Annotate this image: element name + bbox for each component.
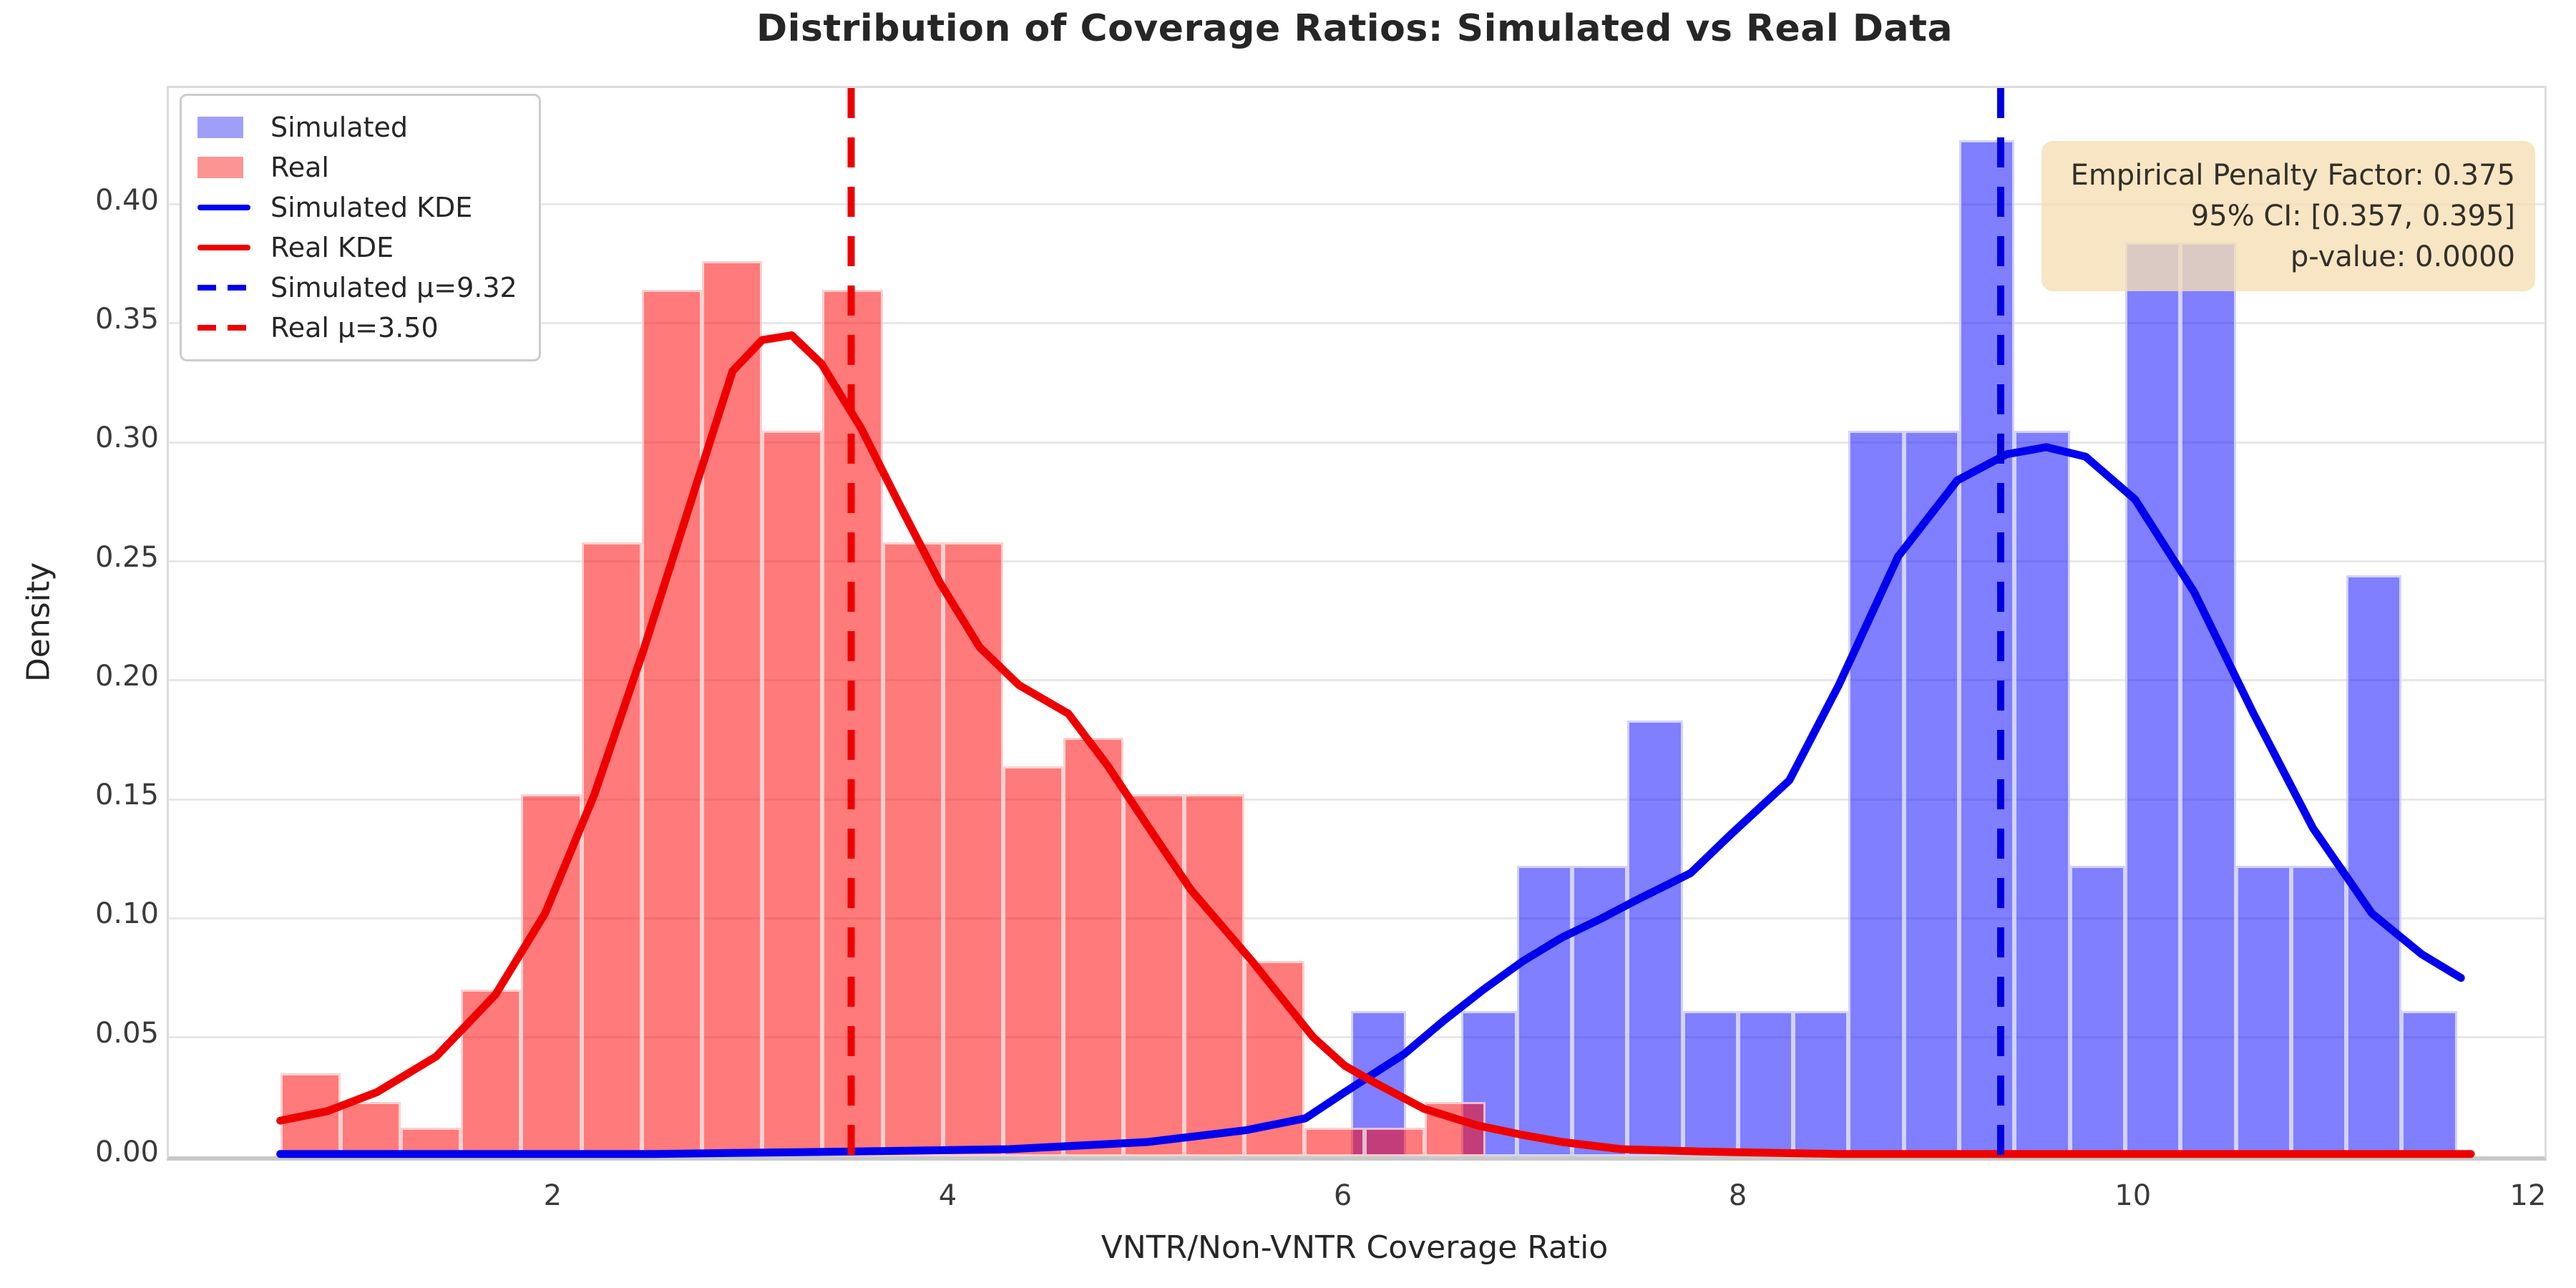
y-tick-label: 0.10 (94, 897, 159, 931)
real-histogram-bar (702, 261, 763, 1156)
gridline (169, 917, 2545, 919)
simulated-histogram-bar (1959, 140, 2015, 1156)
y-tick-label: 0.15 (94, 779, 159, 812)
real-histogram-bar (1003, 766, 1064, 1156)
real-kde-curve (276, 331, 2475, 1158)
legend-swatch-dashed-line (197, 325, 252, 331)
simulated-histogram-bar (1516, 866, 1573, 1156)
y-tick-label: 0.25 (94, 540, 159, 574)
y-tick-label: 0.20 (94, 659, 159, 693)
gridline (169, 679, 2545, 682)
legend-item: Real KDE (197, 228, 517, 268)
simulated-histogram-bar (2346, 575, 2402, 1156)
annotation-line-penalty: Empirical Penalty Factor: 0.375 (2070, 159, 2515, 192)
legend-item: Simulated μ=9.32 (197, 268, 517, 308)
y-tick-label: 0.35 (94, 302, 159, 336)
legend-label: Real KDE (270, 232, 394, 263)
gridline (169, 322, 2545, 325)
real-histogram-bar (581, 542, 642, 1156)
simulated-histogram-bar (2069, 866, 2125, 1156)
real-histogram-bar (1304, 1128, 1365, 1156)
y-tick-label: 0.00 (94, 1136, 159, 1169)
legend-item: Simulated (197, 107, 517, 147)
legend-swatch-dashed-line (197, 285, 252, 291)
legend-label: Real (270, 152, 329, 183)
real-histogram-bar (1184, 794, 1244, 1156)
simulated-histogram-bar (1682, 1011, 1738, 1156)
x-tick-label: 2 (543, 1179, 562, 1212)
real-histogram-bar (1063, 737, 1124, 1156)
y-tick-label: 0.30 (94, 421, 159, 455)
x-tick-label: 4 (938, 1179, 957, 1212)
kde-curves (276, 88, 2475, 1158)
simulated-histogram-bar (1627, 721, 1683, 1156)
x-tick-label: 8 (1728, 1179, 1747, 1212)
x-tick-label: 12 (2509, 1179, 2547, 1212)
simulated-histogram-bar (2014, 430, 2070, 1156)
gridline (169, 203, 2545, 206)
real-histogram-bar (1365, 1128, 1425, 1156)
simulated-histogram-bar (1572, 866, 1628, 1156)
simulated-histogram-bar (1737, 1011, 1794, 1156)
legend-label: Simulated μ=9.32 (270, 272, 517, 303)
legend-swatch-line (197, 205, 252, 210)
legend-item: Real μ=3.50 (197, 308, 517, 348)
real-histogram-bar (762, 430, 823, 1156)
chart-title: Distribution of Coverage Ratios: Simulat… (756, 7, 1953, 50)
simulated-kde-curve (276, 443, 2465, 1158)
stats-annotation: Empirical Penalty Factor: 0.375 95% CI: … (2041, 141, 2535, 292)
legend-swatch-color (197, 157, 243, 178)
annotation-line-pvalue: p-value: 0.0000 (2290, 240, 2515, 273)
legend-swatch-color (197, 117, 243, 138)
simulated-histogram-bar (2180, 242, 2236, 1156)
simulated-histogram-bar (2235, 866, 2291, 1156)
simulated-histogram-bar (2290, 866, 2347, 1156)
simulated-histogram-bar (1848, 430, 1904, 1156)
legend-label: Simulated KDE (270, 192, 473, 223)
y-tick-label: 0.40 (94, 183, 159, 217)
y-tick-label: 0.05 (94, 1016, 159, 1050)
real-histogram-bar (942, 542, 1003, 1156)
simulated-histogram-bar (2124, 242, 2181, 1156)
legend-swatch-color (197, 325, 250, 331)
simulated-histogram-bar (1793, 1011, 1849, 1156)
legend-swatch-line (197, 245, 252, 250)
legend-label: Real μ=3.50 (270, 312, 439, 343)
legend-swatch-patch (197, 117, 252, 138)
legend-swatch-color (197, 285, 250, 291)
legend-swatch-color (197, 205, 250, 210)
x-tick-label: 6 (1333, 1179, 1352, 1212)
legend-swatch-patch (197, 157, 252, 178)
legend-item: Simulated KDE (197, 187, 517, 228)
x-tick-label: 10 (2114, 1179, 2152, 1212)
gridline (169, 798, 2545, 801)
x-axis-label: VNTR/Non-VNTR Coverage Ratio (1101, 1229, 1609, 1266)
real-histogram-bar (882, 542, 943, 1156)
legend: Simulated Real Simulated KDE Real KDE Simula… (180, 94, 541, 361)
legend-swatch-color (197, 245, 250, 250)
real-histogram-bar (1123, 794, 1184, 1156)
annotation-line-ci: 95% CI: [0.357, 0.395] (2190, 199, 2515, 233)
legend-label: Simulated (270, 112, 409, 143)
gridline (169, 441, 2545, 444)
gridline (169, 560, 2545, 563)
legend-item: Real (197, 147, 517, 187)
simulated-histogram-bar (1903, 430, 1960, 1156)
